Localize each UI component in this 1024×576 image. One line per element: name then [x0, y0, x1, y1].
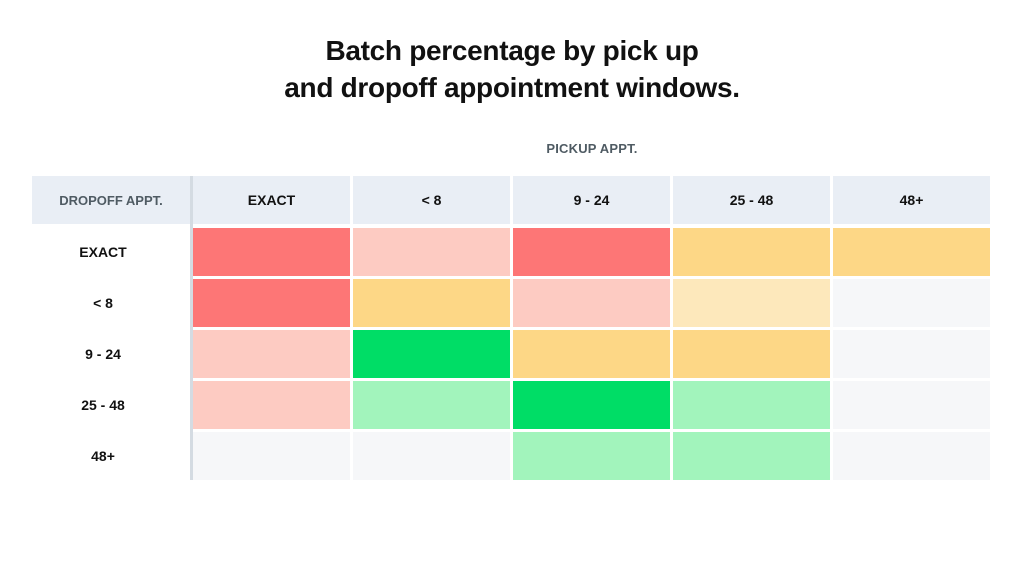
heatmap-cell — [193, 228, 350, 276]
heatmap-cell — [193, 279, 350, 327]
row-header-label: 25 - 48 — [81, 397, 125, 413]
heatmap-cell — [513, 279, 670, 327]
heatmap-cell — [513, 330, 670, 378]
heatmap-cell — [833, 330, 990, 378]
column-header-label: EXACT — [248, 192, 296, 208]
heatmap-cell — [673, 228, 830, 276]
column-header-label: 9 - 24 — [574, 192, 610, 208]
heatmap-cell — [673, 330, 830, 378]
y-axis-label: DROPOFF APPT. — [59, 193, 163, 208]
column-header-cell — [193, 176, 350, 224]
heatmap-cell — [513, 432, 670, 480]
chart-title-line-1: Batch percentage by pick up — [325, 35, 699, 66]
heatmap-cell — [353, 279, 510, 327]
heatmap-cell — [193, 432, 350, 480]
header-cell-corner — [32, 176, 190, 224]
heatmap-cell — [833, 228, 990, 276]
chart-title-line-2: and dropoff appointment windows. — [284, 72, 740, 103]
chart-title: Batch percentage by pick up and dropoff … — [0, 32, 1024, 106]
heatmap-cell — [673, 279, 830, 327]
heatmap-cell — [353, 381, 510, 429]
row-header-label: < 8 — [93, 295, 113, 311]
x-axis-label: PICKUP APPT. — [546, 141, 638, 156]
heatmap-cell — [353, 330, 510, 378]
column-header-label: 25 - 48 — [730, 192, 774, 208]
heatmap-cell — [513, 381, 670, 429]
heatmap-cell — [193, 381, 350, 429]
row-header-label: 48+ — [91, 448, 115, 464]
axis-divider-line — [190, 176, 193, 480]
heatmap-cell — [513, 228, 670, 276]
heatmap-cell — [353, 432, 510, 480]
column-header-cell — [673, 176, 830, 224]
heatmap-cell — [673, 432, 830, 480]
row-header-label: 9 - 24 — [85, 346, 121, 362]
row-header-label: EXACT — [79, 244, 127, 260]
column-header-cell — [513, 176, 670, 224]
column-header-label: 48+ — [900, 192, 924, 208]
heatmap-cell — [833, 432, 990, 480]
heatmap-cell — [833, 381, 990, 429]
column-header-cell — [353, 176, 510, 224]
column-header-cell — [833, 176, 990, 224]
column-header-label: < 8 — [422, 192, 442, 208]
heatmap-cell — [193, 330, 350, 378]
heatmap-cell — [673, 381, 830, 429]
heatmap-cell — [353, 228, 510, 276]
heatmap-cell — [833, 279, 990, 327]
